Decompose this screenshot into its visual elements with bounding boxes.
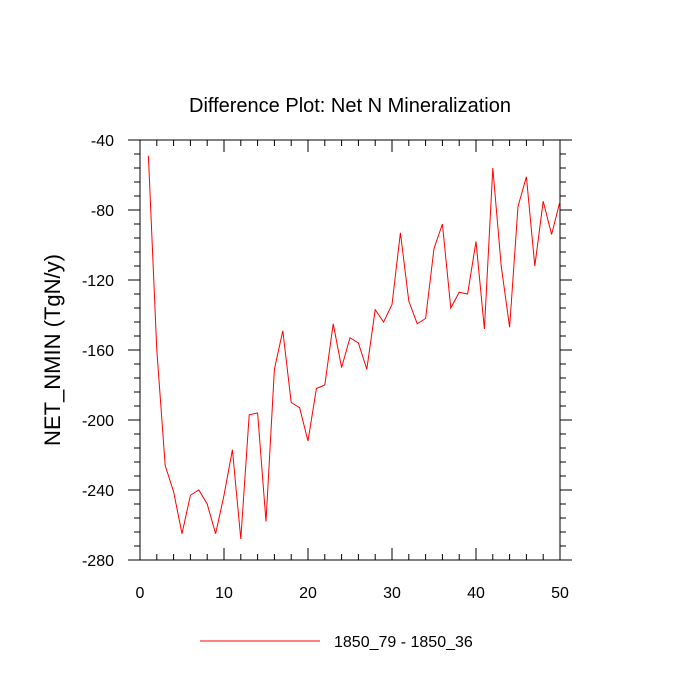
y-tick-label: -120: [82, 273, 114, 290]
x-tick-label: 10: [215, 585, 233, 602]
y-tick-labels: -280 -240 -200 -160 -120 -80 -40: [82, 133, 114, 570]
y-tick-label: -240: [82, 483, 114, 500]
legend-label: 1850_79 - 1850_36: [334, 634, 473, 651]
y-tick-label: -160: [82, 343, 114, 360]
series-group: [147, 155, 561, 540]
y-axis-label: NET_NMIN (TgN/y): [40, 254, 65, 446]
x-tick-labels: 0 10 20 30 40 50: [136, 585, 569, 602]
y-tick-label: -40: [91, 133, 114, 150]
x-tick-label: 30: [383, 585, 401, 602]
series-line: [147, 155, 561, 540]
y-tick-label: -80: [91, 203, 114, 220]
axis-ticks: [128, 139, 572, 561]
x-tick-label: 20: [299, 585, 317, 602]
y-tick-label: -200: [82, 413, 114, 430]
x-tick-label: 50: [551, 585, 569, 602]
y-tick-label: -280: [82, 553, 114, 570]
x-tick-label: 0: [136, 585, 145, 602]
legend: 1850_79 - 1850_36: [200, 634, 473, 651]
x-tick-label: 40: [467, 585, 485, 602]
chart-title: Difference Plot: Net N Mineralization: [189, 95, 511, 117]
